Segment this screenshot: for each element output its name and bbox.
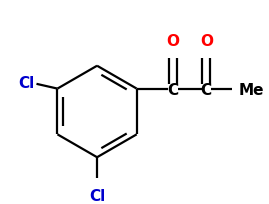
Text: O: O	[167, 33, 179, 48]
Text: C: C	[167, 83, 178, 98]
Text: Cl: Cl	[89, 188, 105, 203]
Text: O: O	[200, 33, 213, 48]
Text: Me: Me	[239, 83, 264, 98]
Text: C: C	[201, 83, 212, 98]
Text: Cl: Cl	[18, 76, 35, 91]
